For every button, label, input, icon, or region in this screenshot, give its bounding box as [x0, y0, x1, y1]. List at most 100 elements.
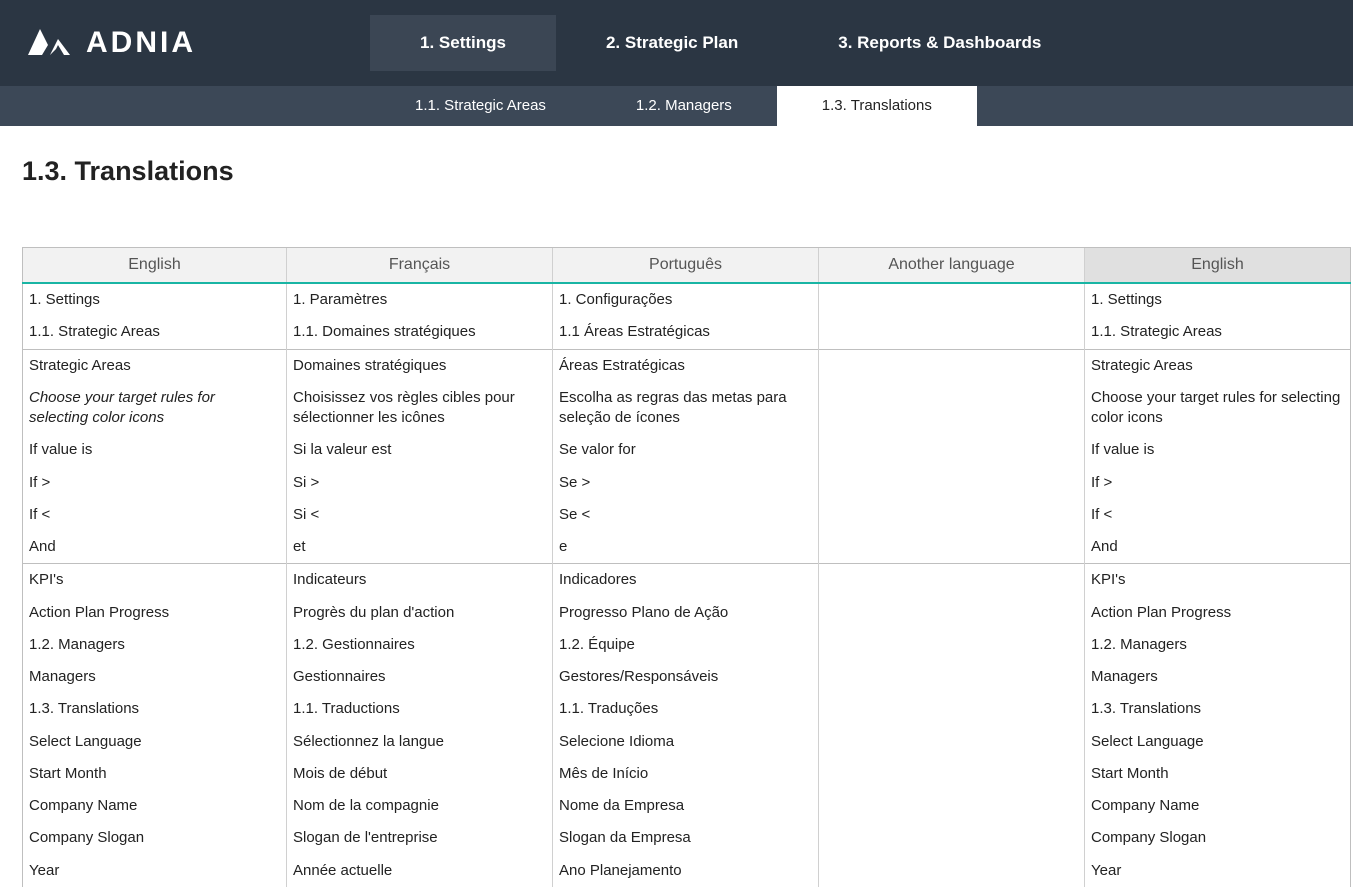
column-header[interactable]: English: [23, 248, 287, 284]
table-cell[interactable]: KPI's: [23, 564, 287, 597]
column-header[interactable]: Français: [287, 248, 553, 284]
table-cell[interactable]: 1. Configurações: [553, 283, 819, 316]
table-cell[interactable]: [819, 283, 1085, 316]
table-cell[interactable]: 1.1. Strategic Areas: [1085, 316, 1351, 349]
table-cell[interactable]: Company Slogan: [1085, 822, 1351, 854]
table-cell[interactable]: 1.3. Translations: [1085, 693, 1351, 725]
table-cell[interactable]: And: [23, 531, 287, 564]
table-cell[interactable]: [819, 758, 1085, 790]
table-cell[interactable]: [819, 467, 1085, 499]
table-cell[interactable]: [819, 693, 1085, 725]
table-cell[interactable]: Sélectionnez la langue: [287, 726, 553, 758]
table-cell[interactable]: 1.2. Gestionnaires: [287, 629, 553, 661]
column-header[interactable]: English: [1085, 248, 1351, 284]
table-cell[interactable]: [819, 855, 1085, 887]
table-cell[interactable]: [819, 597, 1085, 629]
table-cell[interactable]: Managers: [1085, 661, 1351, 693]
table-cell[interactable]: Se valor for: [553, 434, 819, 466]
table-cell[interactable]: Gestores/Responsáveis: [553, 661, 819, 693]
table-cell[interactable]: [819, 564, 1085, 597]
sub-tab-0[interactable]: 1.1. Strategic Areas: [370, 86, 591, 126]
table-cell[interactable]: [819, 726, 1085, 758]
table-cell[interactable]: Choose your target rules for selecting c…: [23, 382, 287, 435]
table-cell[interactable]: If value is: [1085, 434, 1351, 466]
table-cell[interactable]: Company Name: [23, 790, 287, 822]
column-header[interactable]: Português: [553, 248, 819, 284]
table-cell[interactable]: Domaines stratégiques: [287, 349, 553, 382]
table-cell[interactable]: 1.1 Áreas Estratégicas: [553, 316, 819, 349]
table-cell[interactable]: Si la valeur est: [287, 434, 553, 466]
table-cell[interactable]: [819, 499, 1085, 531]
table-cell[interactable]: Choisissez vos règles cibles pour sélect…: [287, 382, 553, 435]
table-cell[interactable]: Select Language: [1085, 726, 1351, 758]
table-cell[interactable]: 1. Settings: [23, 283, 287, 316]
table-cell[interactable]: Action Plan Progress: [1085, 597, 1351, 629]
table-cell[interactable]: Nome da Empresa: [553, 790, 819, 822]
table-cell[interactable]: If >: [23, 467, 287, 499]
table-cell[interactable]: 1.1. Traduções: [553, 693, 819, 725]
table-cell[interactable]: 1. Paramètres: [287, 283, 553, 316]
table-cell[interactable]: Company Name: [1085, 790, 1351, 822]
sub-tab-2[interactable]: 1.3. Translations: [777, 86, 977, 126]
table-cell[interactable]: [819, 822, 1085, 854]
table-cell[interactable]: Se <: [553, 499, 819, 531]
table-cell[interactable]: 1. Settings: [1085, 283, 1351, 316]
table-cell[interactable]: Select Language: [23, 726, 287, 758]
main-tab-2[interactable]: 3. Reports & Dashboards: [788, 15, 1091, 71]
table-cell[interactable]: Slogan da Empresa: [553, 822, 819, 854]
table-cell[interactable]: Indicadores: [553, 564, 819, 597]
table-cell[interactable]: Ano Planejamento: [553, 855, 819, 887]
table-cell[interactable]: Si >: [287, 467, 553, 499]
table-cell[interactable]: [819, 531, 1085, 564]
table-cell[interactable]: And: [1085, 531, 1351, 564]
table-cell[interactable]: [819, 382, 1085, 435]
table-cell[interactable]: Gestionnaires: [287, 661, 553, 693]
table-cell[interactable]: If <: [1085, 499, 1351, 531]
table-cell[interactable]: 1.3. Translations: [23, 693, 287, 725]
table-cell[interactable]: Progrès du plan d'action: [287, 597, 553, 629]
table-cell[interactable]: Selecione Idioma: [553, 726, 819, 758]
table-cell[interactable]: Indicateurs: [287, 564, 553, 597]
main-tab-0[interactable]: 1. Settings: [370, 15, 556, 71]
table-cell[interactable]: Managers: [23, 661, 287, 693]
table-cell[interactable]: Nom de la compagnie: [287, 790, 553, 822]
table-cell[interactable]: KPI's: [1085, 564, 1351, 597]
table-cell[interactable]: e: [553, 531, 819, 564]
sub-tab-1[interactable]: 1.2. Managers: [591, 86, 777, 126]
table-cell[interactable]: Start Month: [23, 758, 287, 790]
table-cell[interactable]: Progresso Plano de Ação: [553, 597, 819, 629]
table-cell[interactable]: 1.1. Domaines stratégiques: [287, 316, 553, 349]
table-cell[interactable]: Choose your target rules for selecting c…: [1085, 382, 1351, 435]
table-cell[interactable]: If value is: [23, 434, 287, 466]
table-cell[interactable]: et: [287, 531, 553, 564]
table-cell[interactable]: Year: [1085, 855, 1351, 887]
table-cell[interactable]: 1.1. Strategic Areas: [23, 316, 287, 349]
table-cell[interactable]: 1.1. Traductions: [287, 693, 553, 725]
table-cell[interactable]: Mês de Início: [553, 758, 819, 790]
table-cell[interactable]: Se >: [553, 467, 819, 499]
table-cell[interactable]: If <: [23, 499, 287, 531]
table-cell[interactable]: [819, 434, 1085, 466]
table-cell[interactable]: Start Month: [1085, 758, 1351, 790]
table-cell[interactable]: 1.2. Managers: [1085, 629, 1351, 661]
table-cell[interactable]: Mois de début: [287, 758, 553, 790]
table-cell[interactable]: [819, 661, 1085, 693]
table-cell[interactable]: Strategic Areas: [1085, 349, 1351, 382]
table-cell[interactable]: Escolha as regras das metas para seleção…: [553, 382, 819, 435]
table-cell[interactable]: [819, 629, 1085, 661]
table-cell[interactable]: Áreas Estratégicas: [553, 349, 819, 382]
table-cell[interactable]: 1.2. Managers: [23, 629, 287, 661]
table-cell[interactable]: If >: [1085, 467, 1351, 499]
table-cell[interactable]: [819, 316, 1085, 349]
table-cell[interactable]: [819, 790, 1085, 822]
table-cell[interactable]: [819, 349, 1085, 382]
table-cell[interactable]: Action Plan Progress: [23, 597, 287, 629]
table-cell[interactable]: Slogan de l'entreprise: [287, 822, 553, 854]
table-cell[interactable]: Year: [23, 855, 287, 887]
table-cell[interactable]: Si <: [287, 499, 553, 531]
table-cell[interactable]: 1.2. Équipe: [553, 629, 819, 661]
column-header[interactable]: Another language: [819, 248, 1085, 284]
table-cell[interactable]: Company Slogan: [23, 822, 287, 854]
table-cell[interactable]: Année actuelle: [287, 855, 553, 887]
main-tab-1[interactable]: 2. Strategic Plan: [556, 15, 788, 71]
